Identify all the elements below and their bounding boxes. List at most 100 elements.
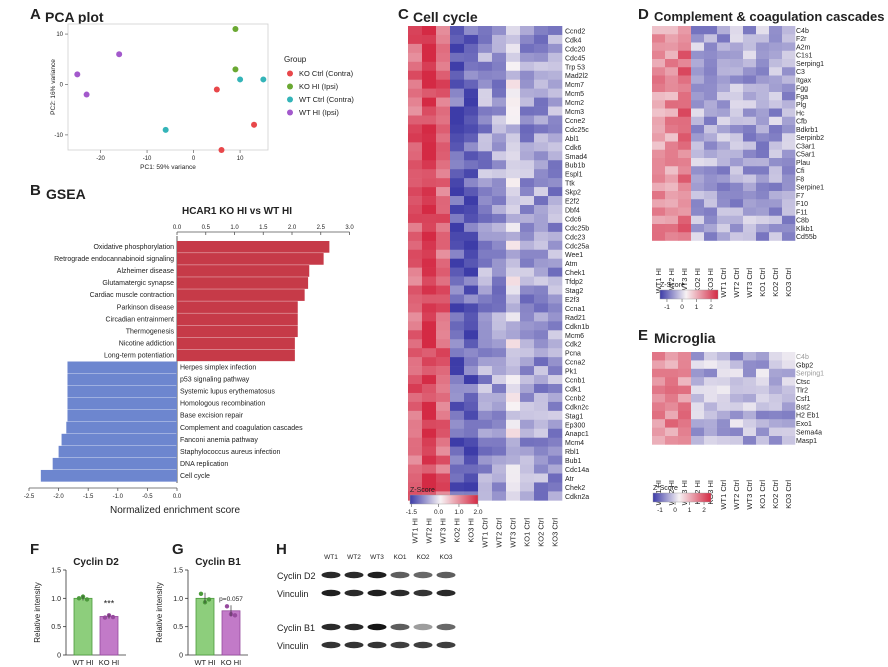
heatmap-row-label: Cdk1 [565,386,581,393]
heatmap-cell [478,187,493,197]
heatmap-cell [756,394,770,403]
heatmap-row-label: Fgg [796,86,808,93]
pca-legend-title: Group [284,55,307,64]
heatmap-cell [408,321,423,331]
heatmap-cell [769,92,783,101]
heatmap-cell [665,133,679,142]
heatmap-cell [704,149,718,159]
heatmap-cell [743,368,757,378]
heatmap-cell [422,357,437,367]
heatmap-cell [492,115,507,125]
heatmap-cell [436,258,451,268]
heatmap-cell [704,410,718,420]
heatmap-cell [422,88,437,98]
heatmap-cell [678,141,692,151]
bar-data-point [84,597,90,602]
bar-y-tick-label: 1.5 [173,568,183,575]
heatmap-cell [769,141,783,151]
bar [195,597,215,656]
heatmap-cell [756,59,770,68]
heatmap-cell [704,385,718,395]
heatmap-cell [506,142,521,152]
heatmap-cell [691,174,705,184]
heatmap-cell [478,330,493,340]
heatmap-cell [506,276,521,286]
heatmap-cell [665,158,679,167]
heatmap-cell [782,232,796,241]
heatmap-cell [464,312,479,322]
heatmap-cell [436,312,451,322]
heatmap-cell [464,446,479,456]
heatmap-row-label: Cdc20 [565,46,585,53]
heatmap-cell [478,303,493,313]
heatmap-cell [730,352,744,361]
heatmap-cell [769,385,783,395]
heatmap-cell [704,215,718,225]
gsea-term-label: p53 signaling pathway [180,377,250,384]
heatmap-cell [691,67,705,76]
heatmap-cell [717,232,731,241]
heatmap-cell [520,196,535,206]
pca-x-tick-label: -20 [96,156,105,162]
heatmap-cell [436,142,451,152]
heatmap-cell [665,427,679,437]
heatmap-cell [450,267,465,277]
blot-band [390,571,410,579]
heatmap-row-label: Bdkrb1 [796,127,818,134]
heatmap-cell [665,149,679,159]
heatmap-cell [782,207,796,217]
heatmap-cell [506,312,521,322]
blot-band [344,641,364,649]
heatmap-cell [717,385,731,395]
heatmap-cell [534,240,549,251]
heatmap-cell [769,42,783,52]
heatmap-cell [756,34,770,43]
heatmap-col-label: WT2 HI [667,268,676,293]
heatmap-cell [678,83,692,93]
heatmap-cell [422,115,437,125]
heatmap-cell [506,437,521,447]
heatmap-row-label: Mcm6 [565,333,584,340]
heatmap-cell [717,436,731,445]
blot-band [390,641,410,649]
heatmap-cell [450,384,465,394]
heatmap-cell [464,70,479,80]
heatmap-cell [464,428,479,438]
heatmap-cell [492,491,507,501]
heatmap-cell [769,419,783,428]
heatmap-cell [704,92,718,101]
blot-band [367,571,387,579]
heatmap-cell [652,207,666,217]
heatmap-cell [464,240,479,251]
heatmap-cell [743,191,757,200]
heatmap-cell [464,61,479,72]
heatmap-cell [534,70,549,80]
heatmap-cell [506,240,521,251]
heatmap-cell [408,61,423,72]
pca-legend-swatch [287,83,293,90]
gsea-bar [67,385,177,398]
heatmap-cell [652,149,666,159]
heatmap-col-label: WT1 HI [654,268,663,293]
bar-y-tick-label: 1.0 [173,596,183,603]
heatmap-cell [422,455,437,465]
heatmap-cell [492,61,507,72]
heatmap-cell [704,75,718,85]
heatmap-col-label: WT2 Ctrl [732,268,741,298]
heatmap-row-label: Tlr2 [796,388,808,395]
heatmap-cell [717,108,731,118]
heatmap-cell [408,312,423,322]
heatmap-cell [464,213,479,224]
heatmap-cell [506,124,521,134]
heatmap-cell [408,142,423,152]
heatmap-cell [506,258,521,268]
heatmap-cell [534,410,549,421]
heatmap-cell [743,158,757,167]
blot-band [436,571,456,579]
heatmap-cell [436,222,451,233]
heatmap-cell [450,88,465,98]
heatmap-cell [534,106,549,116]
heatmap-legend-title: Z-Score [410,487,435,494]
heatmap-cell [464,231,479,242]
